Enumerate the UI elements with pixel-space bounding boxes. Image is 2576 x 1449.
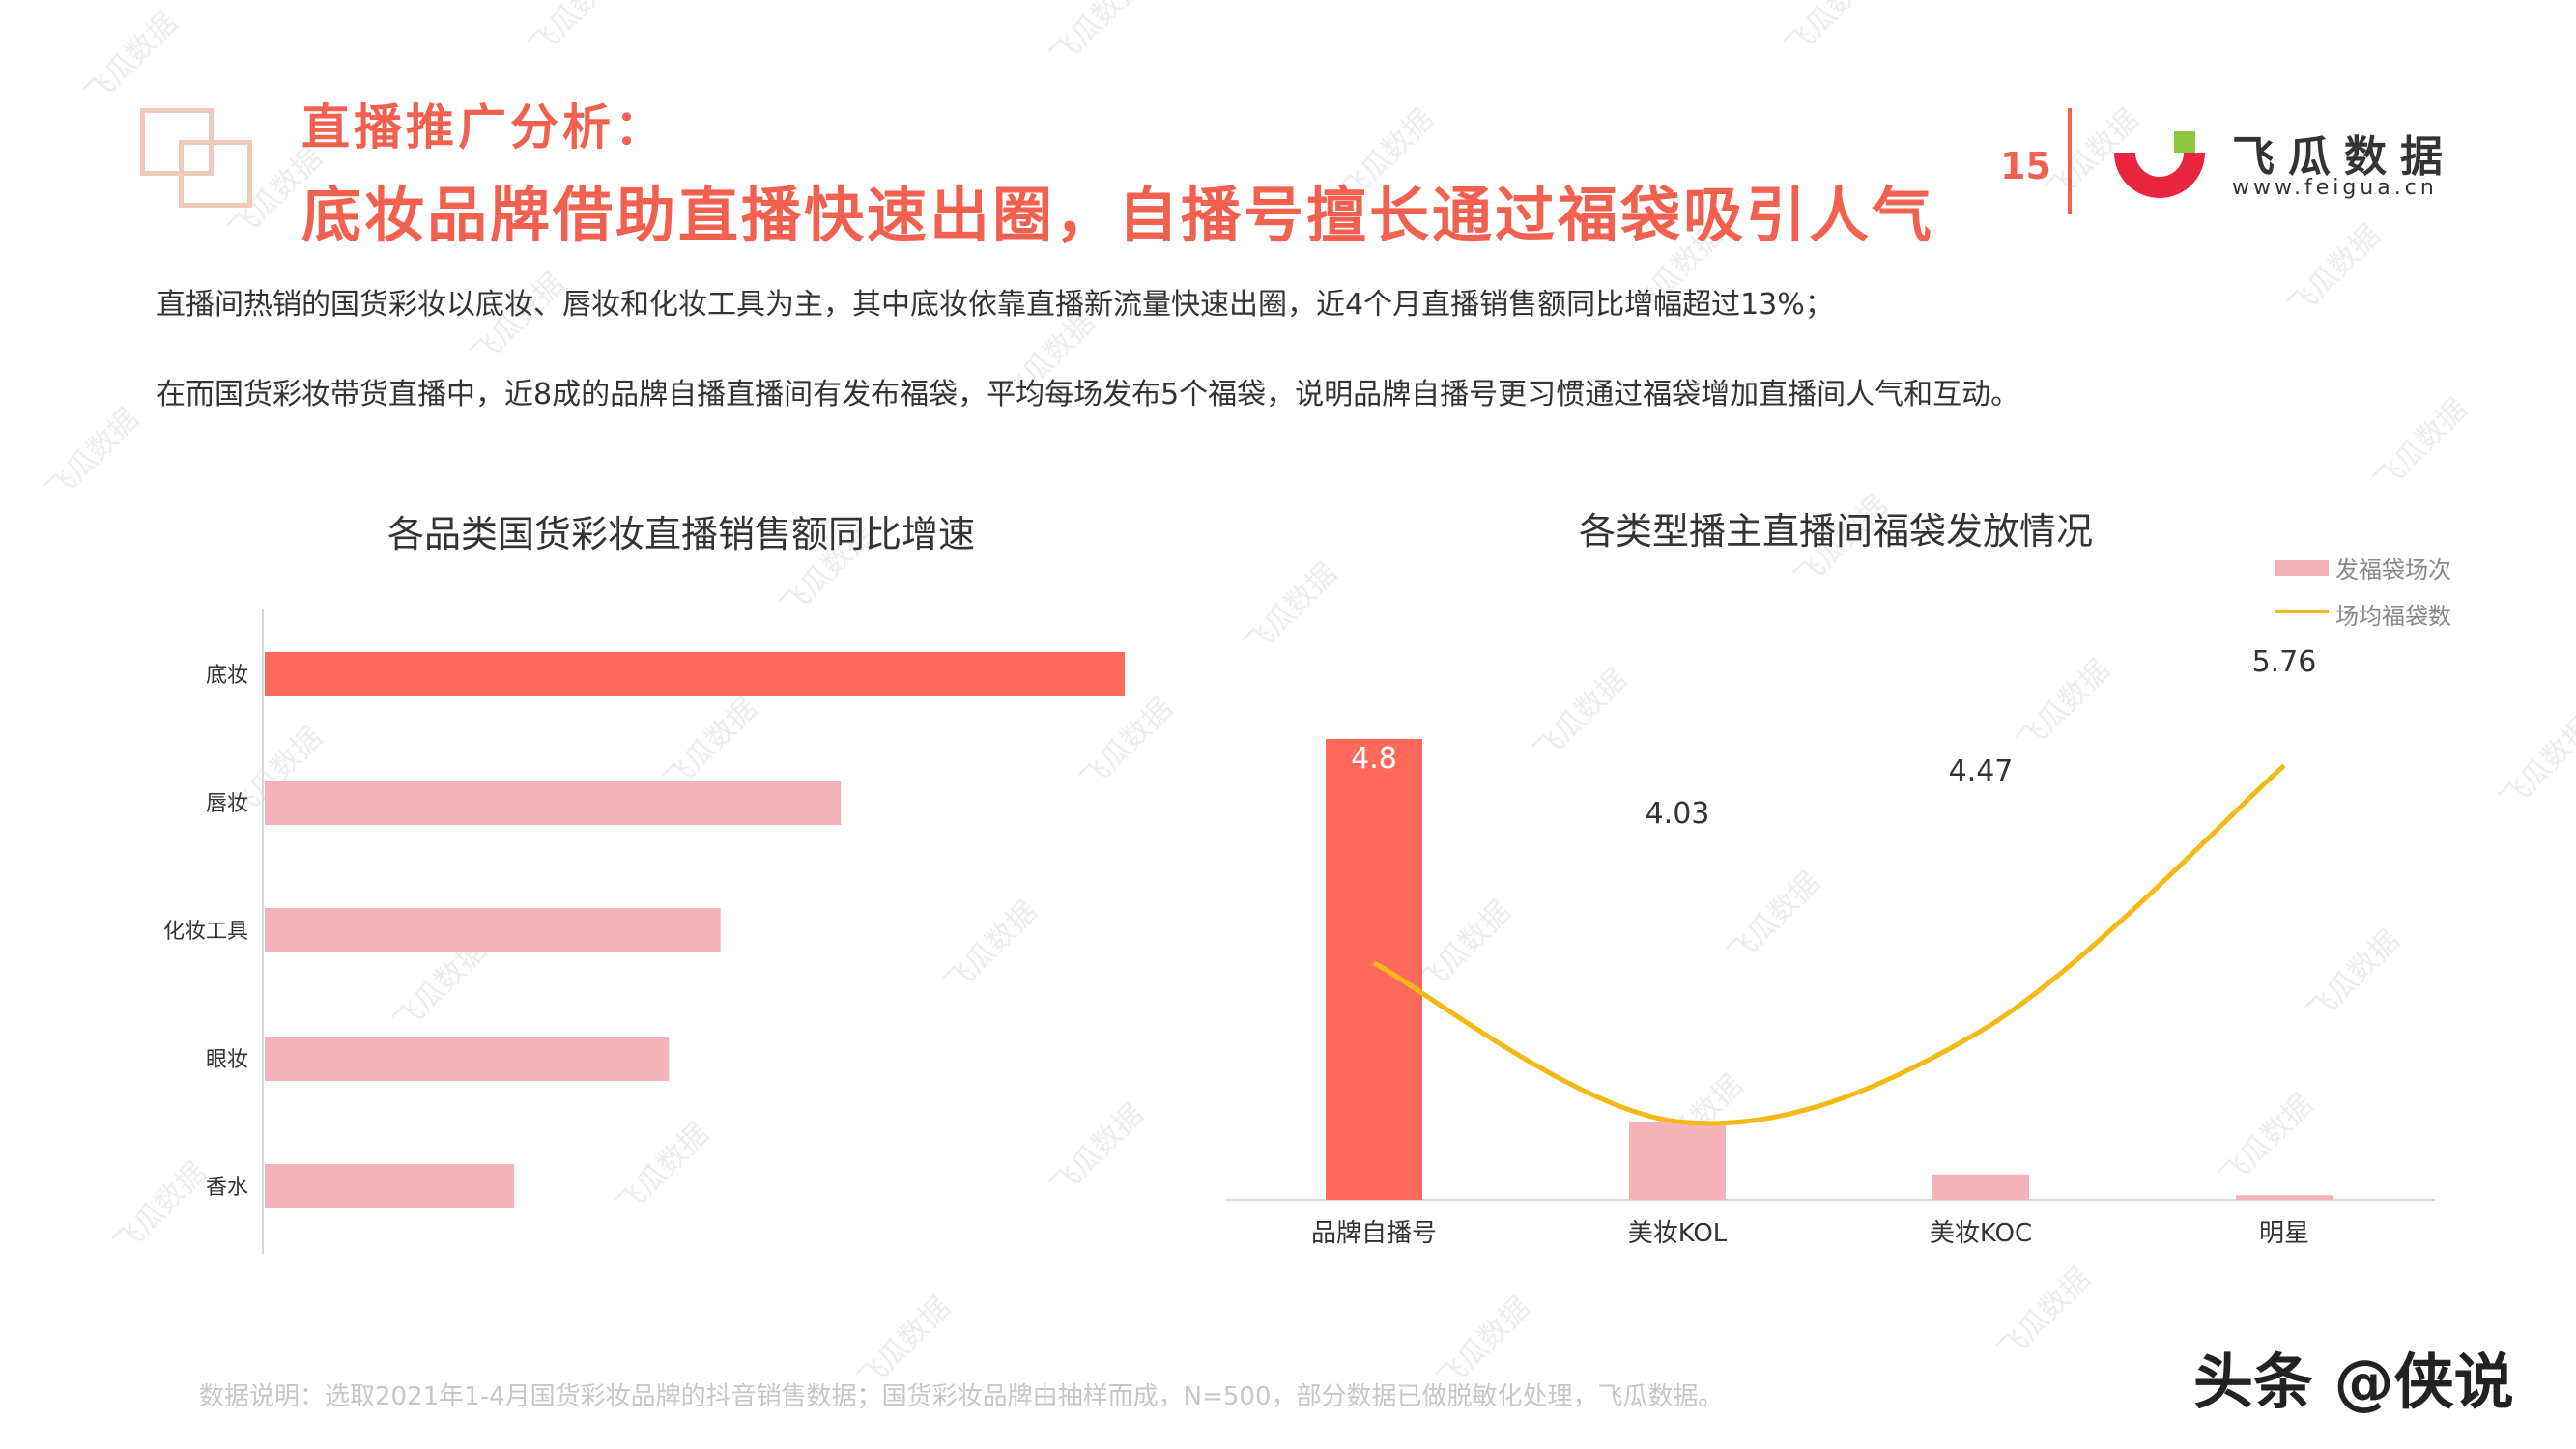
section-label: 直播推广分析： xyxy=(301,99,667,156)
bar-美妆KOC xyxy=(1932,1174,2029,1200)
category-label: 香水 xyxy=(206,1176,248,1200)
watermark-text: 飞瓜数据 xyxy=(78,6,185,112)
chart2-legend: 发福袋场次 场均福袋数 xyxy=(2275,551,2565,630)
watermark-text: 飞瓜数据 xyxy=(1045,0,1151,73)
summary-line-1: 直播间热销的国货彩妆以底妆、唇妆和化妆工具为主，其中底妆依靠直播新流量快速出圈，… xyxy=(157,288,1834,322)
bar-香水 xyxy=(265,1164,515,1208)
bar-眼妆 xyxy=(265,1037,670,1081)
data-label: 5.76 xyxy=(2252,645,2317,679)
summary-line-2: 在而国货彩妆带货直播中，近8成的品牌自播直播间有发布福袋，平均每场发布5个福袋，… xyxy=(157,378,2020,412)
category-label: 眼妆 xyxy=(206,1048,248,1072)
category-label: 唇妆 xyxy=(206,792,248,816)
category-label: 美妆KOL xyxy=(1628,1219,1728,1248)
category-label: 美妆KOC xyxy=(1930,1219,2032,1248)
source-credit: 头条 @侠说 xyxy=(2193,1347,2514,1417)
bar-明星 xyxy=(2236,1195,2333,1200)
category-label: 底妆 xyxy=(206,664,248,688)
bar-底妆 xyxy=(265,652,1125,696)
page-title: 底妆品牌借助直播快速出圈，自播号擅长通过福袋吸引人气 xyxy=(301,180,1935,250)
watermark-text: 飞瓜数据 xyxy=(2494,711,2576,817)
brand-name: 飞瓜数据 xyxy=(2232,132,2456,182)
legend-label-line: 场均福袋数 xyxy=(2335,603,2451,630)
watermark-text: 飞瓜数据 xyxy=(1991,1262,2098,1368)
bar-化妆工具 xyxy=(265,908,721,952)
feigua-logo-icon xyxy=(2114,131,2205,198)
bar-品牌自播号 xyxy=(1326,739,1422,1200)
decorative-squares-icon xyxy=(140,108,266,214)
watermark-text: 飞瓜数据 xyxy=(2281,218,2388,325)
bar-唇妆 xyxy=(265,781,842,825)
data-label: 4.03 xyxy=(1646,797,1710,831)
data-footnote: 数据说明：选取2021年1-4月国货彩妆品牌的抖音销售数据；国货彩妆品牌由抽样而… xyxy=(199,1382,1724,1411)
chart2-title: 各类型播主直播间福袋发放情况 xyxy=(1578,510,2093,553)
avg-bags-line xyxy=(1372,763,2286,1126)
legend-swatch-line xyxy=(2275,610,2329,613)
data-label: 4.47 xyxy=(1949,754,2014,788)
header-divider xyxy=(2068,108,2072,214)
watermark-text: 飞瓜数据 xyxy=(40,402,146,508)
data-label: 4.8 xyxy=(1351,742,1397,776)
lucky-bag-combo-chart: 品牌自播号 美妆KOL 美妆KOC 明星 4.8 4.03 4.47 5.76 xyxy=(1225,645,2435,1248)
category-label: 明星 xyxy=(2259,1219,2309,1248)
category-label: 化妆工具 xyxy=(163,920,248,944)
chart1-title: 各品类国货彩妆直播销售额同比增速 xyxy=(386,513,975,555)
watermark-text: 飞瓜数据 xyxy=(523,0,629,64)
legend-swatch-bar xyxy=(2275,560,2329,576)
page-number: 15 xyxy=(2000,145,2051,187)
watermark-text: 飞瓜数据 xyxy=(2368,392,2475,498)
bar-美妆KOL xyxy=(1629,1121,1726,1200)
legend-label-bar: 发福袋场次 xyxy=(2335,556,2451,583)
brand-url: www.feigua.cn xyxy=(2232,176,2438,200)
brand-logo: 飞瓜数据 www.feigua.cn xyxy=(2106,116,2493,213)
watermark-text: 飞瓜数据 xyxy=(1779,0,1885,64)
category-label: 品牌自播号 xyxy=(1311,1219,1437,1248)
